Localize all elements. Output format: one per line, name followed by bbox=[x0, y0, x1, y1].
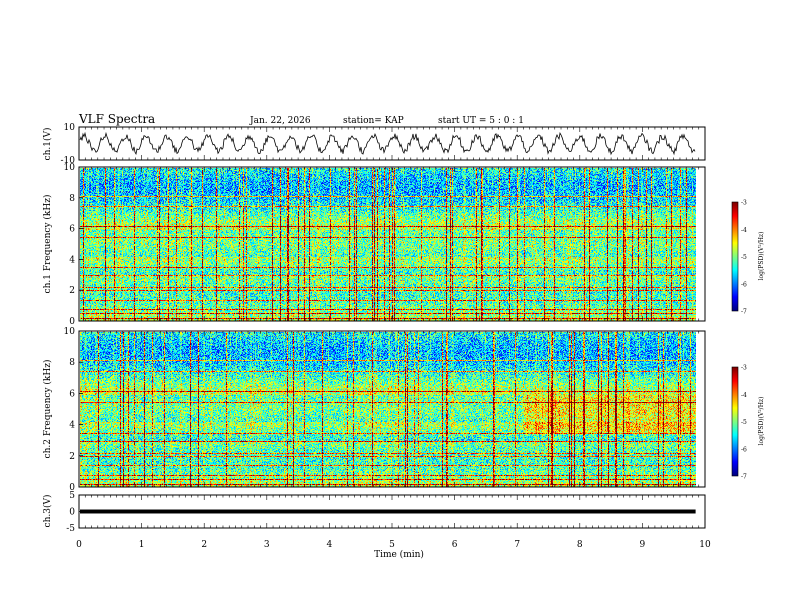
ch1-spec-ytick-label: 8 bbox=[69, 194, 75, 204]
x-tick-label: 6 bbox=[452, 540, 458, 550]
ch3-ytick-label: 0 bbox=[69, 508, 75, 518]
x-tick-label: 0 bbox=[76, 540, 82, 550]
x-tick-label: 2 bbox=[201, 540, 207, 550]
figure-title: VLF Spectra bbox=[78, 112, 155, 126]
x-tick-label: 3 bbox=[264, 540, 270, 550]
ch1-spectrogram-image bbox=[80, 168, 696, 321]
x-tick-label: 7 bbox=[514, 540, 520, 550]
ch2-spec-ytick-label: 6 bbox=[69, 389, 75, 399]
x-tick-marks bbox=[78, 127, 706, 528]
ch1-spec-ytick-label: 4 bbox=[69, 255, 75, 265]
ch1-ylabel: ch.1(V) bbox=[42, 128, 53, 161]
ch2-spec-ytick-label: 10 bbox=[64, 327, 76, 337]
ch2-colorbar-frame bbox=[731, 366, 739, 477]
colorbar-tick-label: -7 bbox=[741, 309, 747, 316]
ch1-colorbar-image bbox=[732, 202, 738, 311]
ch2-spec-ytick-label: 8 bbox=[69, 358, 75, 368]
ch3-ytick-label: -5 bbox=[66, 524, 75, 534]
colorbar-tick-label: -4 bbox=[741, 227, 747, 234]
colorbar-tick-label: -3 bbox=[741, 365, 747, 372]
ch2-spec-ytick-label: 2 bbox=[69, 452, 75, 462]
colorbar-tick-label: -4 bbox=[741, 392, 747, 399]
ch2-spec-ytick-label: 4 bbox=[69, 421, 75, 431]
x-tick-label: 4 bbox=[327, 540, 333, 550]
ch2-spectrogram-frame bbox=[78, 330, 706, 488]
colorbar-tick-label: -5 bbox=[741, 254, 747, 261]
ch2-spec-ylabel-group: ch.2 Frequency (kHz) bbox=[42, 360, 53, 459]
ch1-colorbar-frame bbox=[731, 201, 739, 312]
ch1-ytick-label: -10 bbox=[61, 156, 76, 166]
ch1-colorbar-label: log(PSD)(V²/Hz) bbox=[758, 232, 765, 281]
ch3-ytick-label: 5 bbox=[69, 491, 75, 501]
colorbar-tick-labels: -3 -4 -5 -6 -7 -3 -4 -5 -6 -7 bbox=[741, 200, 747, 481]
ch3-signal-band bbox=[80, 509, 696, 514]
ch1-waveform-trace bbox=[79, 131, 696, 156]
ch1-spec-ytick-label: 0 bbox=[69, 317, 75, 327]
ch2-colorbar-label: log(PSD)(V²/Hz) bbox=[758, 397, 765, 446]
date-label: Jan. 22, 2026 bbox=[249, 116, 311, 126]
colorbar-tick-label: -6 bbox=[741, 446, 747, 453]
ch1-spec-ytick-label: 6 bbox=[69, 225, 75, 235]
x-tick-labels: 0 1 2 3 4 5 6 7 8 9 10 bbox=[76, 540, 711, 550]
station-label: station= KAP bbox=[343, 116, 404, 126]
colorbar-tick-label: -5 bbox=[741, 419, 747, 426]
x-tick-label: 10 bbox=[699, 540, 711, 550]
ch2-spectrogram-image bbox=[80, 332, 696, 487]
ch2-spec-ytick-label: 0 bbox=[69, 483, 75, 493]
start-time-label: start UT = 5 : 0 : 1 bbox=[438, 116, 524, 126]
x-tick-label: 5 bbox=[389, 540, 395, 550]
x-tick-label: 1 bbox=[139, 540, 145, 550]
ch1-spec-ytick-label: 10 bbox=[64, 163, 76, 173]
x-axis-label: Time (min) bbox=[374, 549, 424, 560]
ch2-colorbar-image bbox=[732, 367, 738, 476]
x-tick-label: 9 bbox=[640, 540, 646, 550]
ch1-spec-ylabel: ch.1 Frequency (kHz) bbox=[42, 195, 53, 294]
colorbar-tick-label: -3 bbox=[741, 200, 747, 207]
ch1-spec-ylabel-group: ch.1 Frequency (kHz) bbox=[42, 195, 53, 294]
ch2-spec-ylabel: ch.2 Frequency (kHz) bbox=[42, 360, 53, 459]
ch1-ytick-label: 10 bbox=[64, 123, 76, 133]
ch3-ylabel: ch.3(V) bbox=[42, 495, 53, 528]
colorbar-tick-label: -6 bbox=[741, 281, 747, 288]
x-tick-label: 8 bbox=[577, 540, 583, 550]
colorbar-tick-label: -7 bbox=[741, 474, 747, 481]
ch1-spec-ytick-label: 2 bbox=[69, 286, 75, 296]
ch1-spectrogram-frame bbox=[78, 166, 706, 322]
